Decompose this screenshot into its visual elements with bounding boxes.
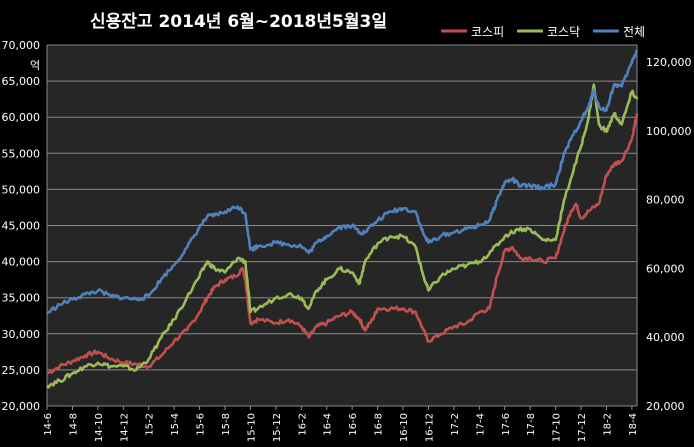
x-tick-label: 14-8 [68,413,79,436]
left-tick-label: 55,000 [2,147,41,160]
x-tick-label: 16-4 [323,413,334,436]
x-tick-label: 17-8 [526,413,537,436]
left-axis-ticks: 20,000 25,000 30,000 35,000 40,000 45,000 50,0… [2,39,41,413]
x-tick-label: 17-6 [501,413,512,436]
x-tick-label: 18-4 [628,413,639,436]
chart-title: 신용잔고 2014년 6월~2018년5월3일 [90,12,387,32]
x-tick-label: 14-12 [119,413,130,442]
x-tick-label: 16-12 [424,413,435,442]
legend-label: 코스닥 [547,25,580,39]
x-tick-label: 16-2 [297,413,308,436]
left-tick-label: 40,000 [2,256,41,269]
left-tick-label: 50,000 [2,183,41,196]
series-line-0 [46,113,639,375]
legend: 코스피 코스닥 전체 [441,25,645,39]
left-tick-label: 70,000 [2,39,41,52]
left-tick-label: 20,000 [2,400,41,413]
x-tick-label: 14-6 [43,413,54,436]
x-tick-label: 16-10 [399,413,410,442]
right-tick-label: 120,000 [646,56,692,69]
x-tick-label: 15-10 [246,413,257,442]
left-axis-unit: 억 [30,59,40,72]
right-tick-label: 80,000 [646,194,685,207]
right-tick-label: 40,000 [646,331,685,344]
left-tick-label: 60,000 [2,111,41,124]
x-tick-label: 17-2 [450,413,461,436]
x-tick-label: 16-8 [374,413,385,436]
x-tick-label: 14-10 [94,413,105,442]
right-axis-ticks: 20,000 40,000 60,000 80,000 100,000 120,000 [646,56,692,413]
x-tick-label: 17-12 [577,413,588,442]
left-tick-label: 35,000 [2,292,41,305]
x-tick-label: 15-4 [170,413,181,436]
x-tick-label: 15-6 [196,413,207,436]
x-tick-label: 16-6 [348,413,359,436]
x-tick-label: 17-10 [552,413,563,442]
right-tick-label: 100,000 [646,125,692,138]
x-tick-label: 15-2 [145,413,156,436]
x-tick-label: 18-2 [602,413,613,436]
x-tick-label: 17-4 [475,413,486,436]
legend-label: 코스피 [471,25,504,39]
series-lines [46,49,639,389]
x-tick-label: 15-12 [272,413,283,442]
x-tick-label: 15-8 [221,413,232,436]
left-tick-label: 45,000 [2,220,41,233]
right-tick-label: 60,000 [646,262,685,275]
right-tick-label: 20,000 [646,400,685,413]
x-axis-ticks: 14-6 14-8 14-10 14-12 15-2 15-4 15-6 15-8 15-10 1… [43,406,639,442]
legend-label: 전체 [623,25,645,39]
series-line-1 [46,83,639,389]
left-tick-label: 25,000 [2,364,41,377]
left-tick-label: 65,000 [2,75,41,88]
left-tick-label: 30,000 [2,328,41,341]
series-line-2 [46,49,639,315]
